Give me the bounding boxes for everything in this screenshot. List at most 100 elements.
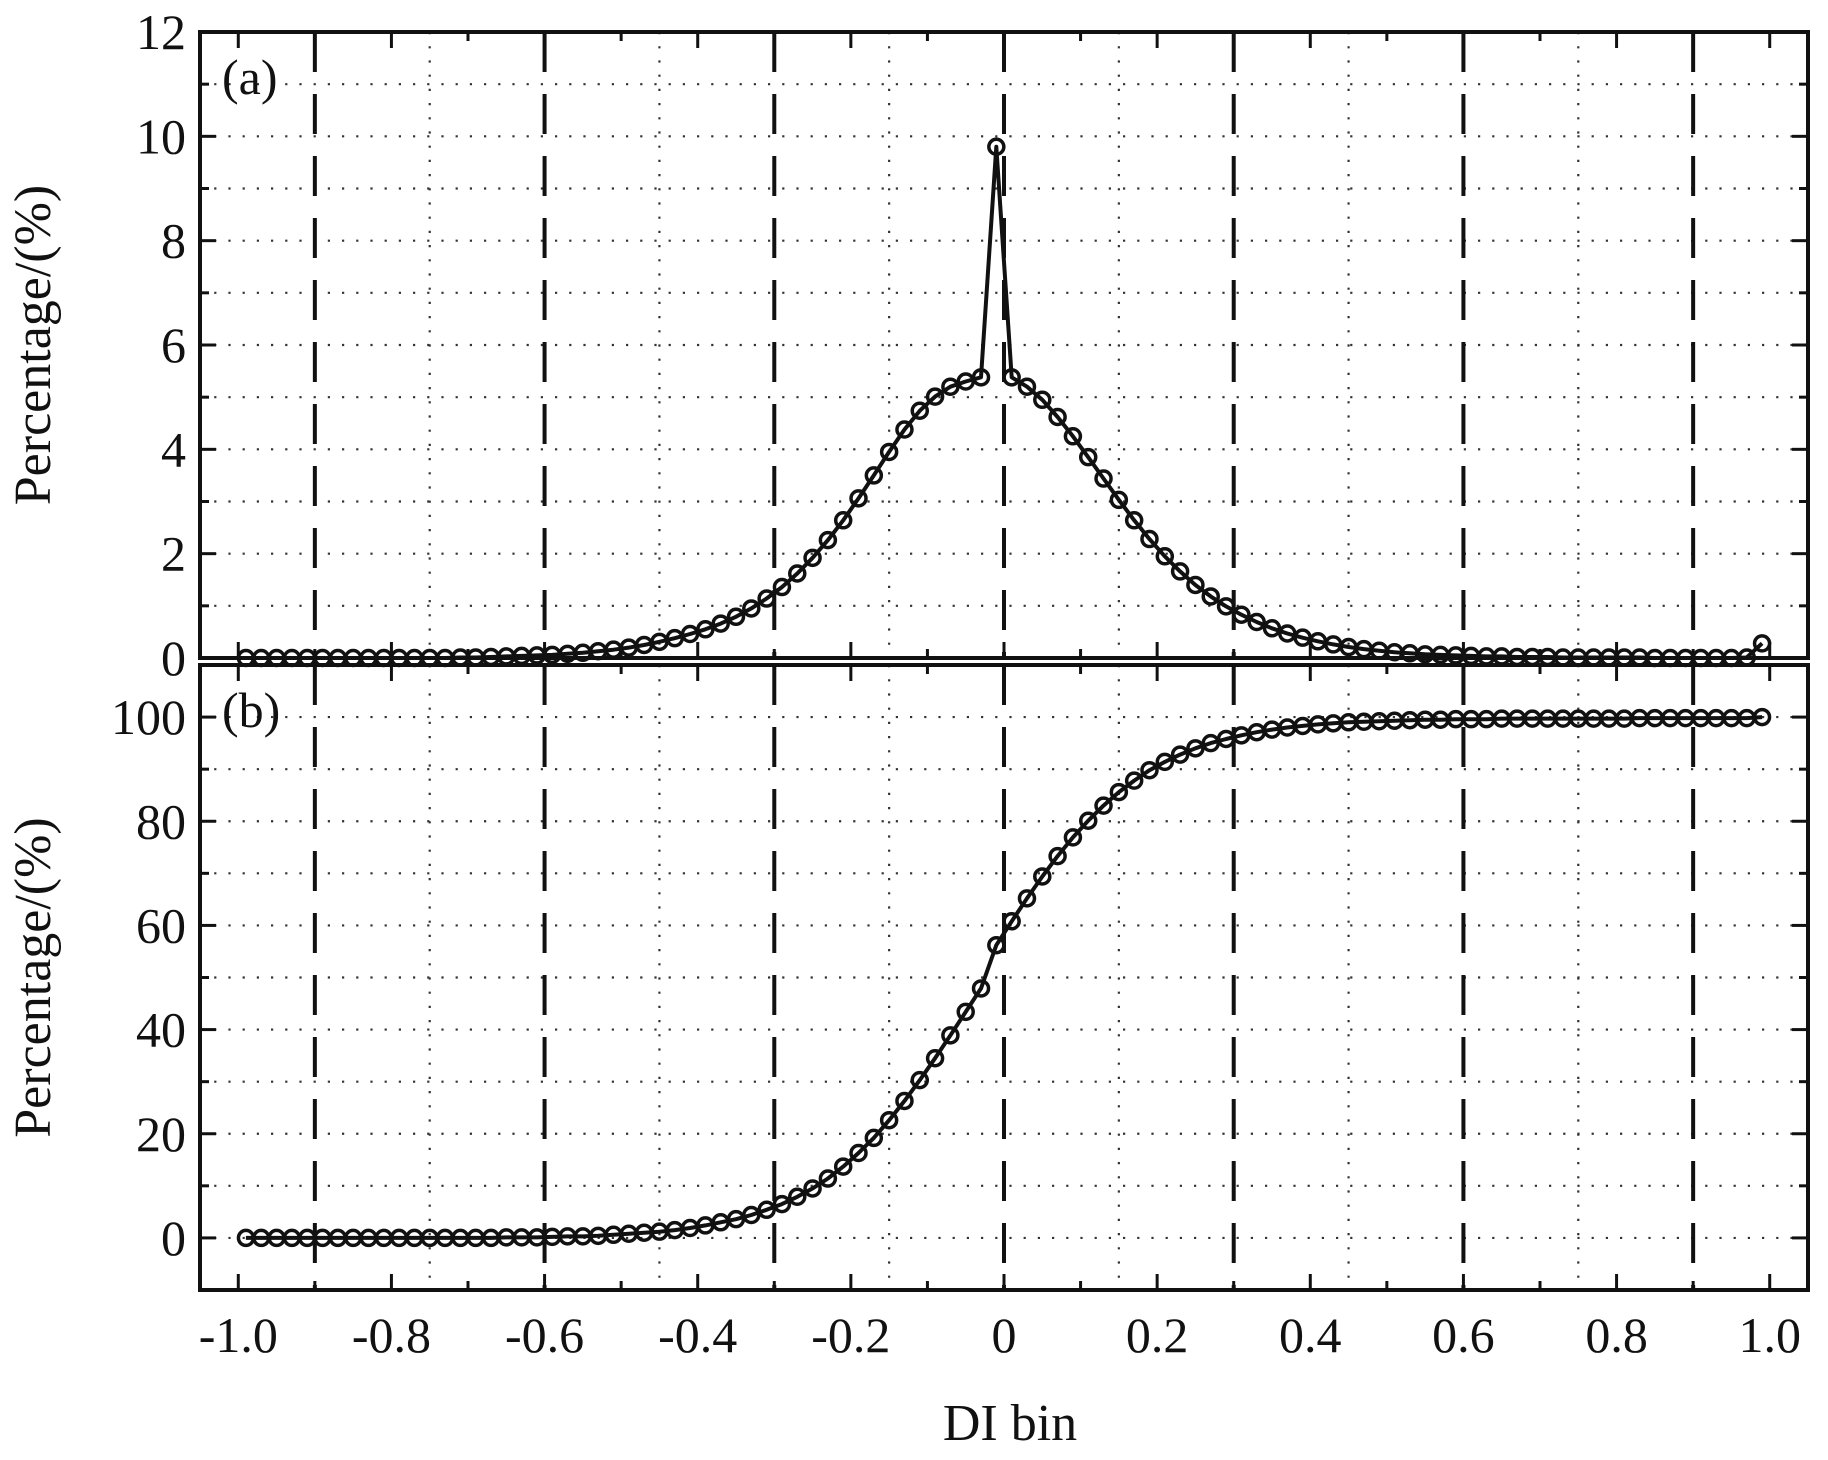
- data-point: [1201, 587, 1220, 606]
- data-point: [1170, 745, 1190, 764]
- y-tick-label: 2: [161, 526, 186, 582]
- x-tick-label: 0.2: [1126, 1307, 1189, 1363]
- y-tick-label: 80: [136, 793, 186, 849]
- data-point: [726, 607, 746, 627]
- data-point: [818, 1169, 838, 1188]
- data-point: [803, 1179, 822, 1198]
- y-tick-label: 100: [111, 689, 186, 745]
- data-point: [1033, 867, 1052, 886]
- data-point: [1140, 529, 1159, 549]
- data-point: [1094, 796, 1113, 815]
- panel-a: 0 2 4 6 8 10 12 Percentage/(%) (a): [5, 4, 1810, 686]
- y-tick-label: 60: [136, 897, 186, 953]
- data-point: [1002, 368, 1021, 387]
- data-point: [864, 466, 884, 485]
- data-point: [1262, 619, 1282, 638]
- data-point: [1017, 377, 1037, 396]
- panel-label: (a): [222, 49, 278, 105]
- data-point: [1109, 782, 1129, 802]
- data-point: [849, 489, 868, 508]
- y-tick-label: 40: [136, 1002, 186, 1058]
- x-tick-label: 1.0: [1738, 1307, 1801, 1363]
- data-point: [1155, 547, 1175, 566]
- data-point: [1002, 912, 1021, 931]
- y-axis-title: Percentage/(%): [5, 817, 62, 1137]
- y-tick-label: 10: [136, 108, 186, 164]
- x-tick-label: -0.6: [505, 1307, 584, 1363]
- data-point: [788, 564, 807, 583]
- data-point: [1078, 447, 1098, 467]
- data-point: [772, 577, 792, 597]
- data-point: [941, 1026, 960, 1045]
- data-point: [1155, 752, 1175, 772]
- data-point: [1247, 612, 1266, 632]
- x-tick-label: 0.6: [1432, 1307, 1495, 1363]
- data-point: [1109, 490, 1129, 510]
- y-axis-title: Percentage/(%): [5, 185, 62, 505]
- y-tick-label: 12: [136, 4, 186, 60]
- data-point: [879, 1110, 899, 1130]
- y-tick-label: 0: [161, 630, 186, 686]
- x-tick-label: 0: [992, 1307, 1017, 1363]
- data-point: [833, 1157, 853, 1176]
- x-tick-label: -0.8: [352, 1307, 431, 1363]
- data-point: [925, 1048, 945, 1068]
- data-point: [956, 1002, 975, 1022]
- data-point: [1063, 828, 1083, 847]
- data-point: [895, 420, 914, 439]
- data-point: [1186, 575, 1205, 595]
- data-point: [1752, 707, 1772, 727]
- y-tick-label: 8: [161, 213, 186, 269]
- data-point: [1170, 562, 1190, 581]
- data-point: [1124, 511, 1144, 530]
- data-point: [1186, 739, 1205, 758]
- data-point: [1140, 760, 1159, 780]
- data-point: [757, 589, 776, 608]
- x-tick-label: -0.4: [658, 1307, 737, 1363]
- x-tick-label: -0.2: [811, 1307, 890, 1363]
- data-point: [971, 368, 991, 387]
- y-tick-label: 6: [161, 317, 186, 373]
- data-point: [818, 530, 838, 550]
- data-point: [1063, 427, 1083, 446]
- data-point: [1124, 771, 1144, 790]
- data-point: [1078, 811, 1098, 830]
- data-point: [1048, 407, 1067, 427]
- data-point: [742, 1205, 761, 1225]
- panel-b: 0 20 40 60 80 100 Percentage/(%) (b): [5, 663, 1810, 1292]
- data-point: [711, 614, 730, 633]
- x-axis: -1.0 -0.8 -0.6 -0.4 -0.2 0 0.2 0.4 0.6 0.8 1.0: [199, 1307, 1801, 1363]
- x-tick-label: 0.8: [1585, 1307, 1648, 1363]
- data-point: [910, 401, 930, 420]
- y-tick-label: 4: [161, 421, 186, 477]
- data-point: [803, 548, 822, 568]
- data-point: [1033, 390, 1052, 410]
- y-tick-label: 20: [136, 1106, 186, 1162]
- data-point: [941, 377, 960, 396]
- data-point: [788, 1187, 807, 1207]
- data-point: [1017, 889, 1037, 908]
- data-point: [895, 1091, 914, 1111]
- x-axis-title: DI bin: [943, 1395, 1077, 1452]
- data-point: [1752, 634, 1772, 653]
- panel-label: (b): [222, 682, 280, 738]
- data-point: [987, 935, 1006, 955]
- data-point: [1094, 469, 1113, 488]
- data-point: [757, 1200, 776, 1220]
- y-tick-label: 0: [161, 1210, 186, 1266]
- data-point: [1216, 597, 1236, 616]
- data-point: [987, 137, 1006, 157]
- data-point: [1048, 846, 1067, 866]
- data-point: [910, 1070, 930, 1090]
- data-point: [772, 1194, 792, 1214]
- data-point: [1232, 605, 1251, 624]
- x-tick-label: 0.4: [1279, 1307, 1342, 1363]
- data-point: [833, 511, 853, 530]
- data-point: [925, 387, 945, 406]
- data-point: [879, 442, 899, 462]
- x-tick-label: -1.0: [199, 1307, 278, 1363]
- data-point: [696, 620, 715, 639]
- data-point: [864, 1128, 884, 1148]
- data-point: [849, 1143, 868, 1163]
